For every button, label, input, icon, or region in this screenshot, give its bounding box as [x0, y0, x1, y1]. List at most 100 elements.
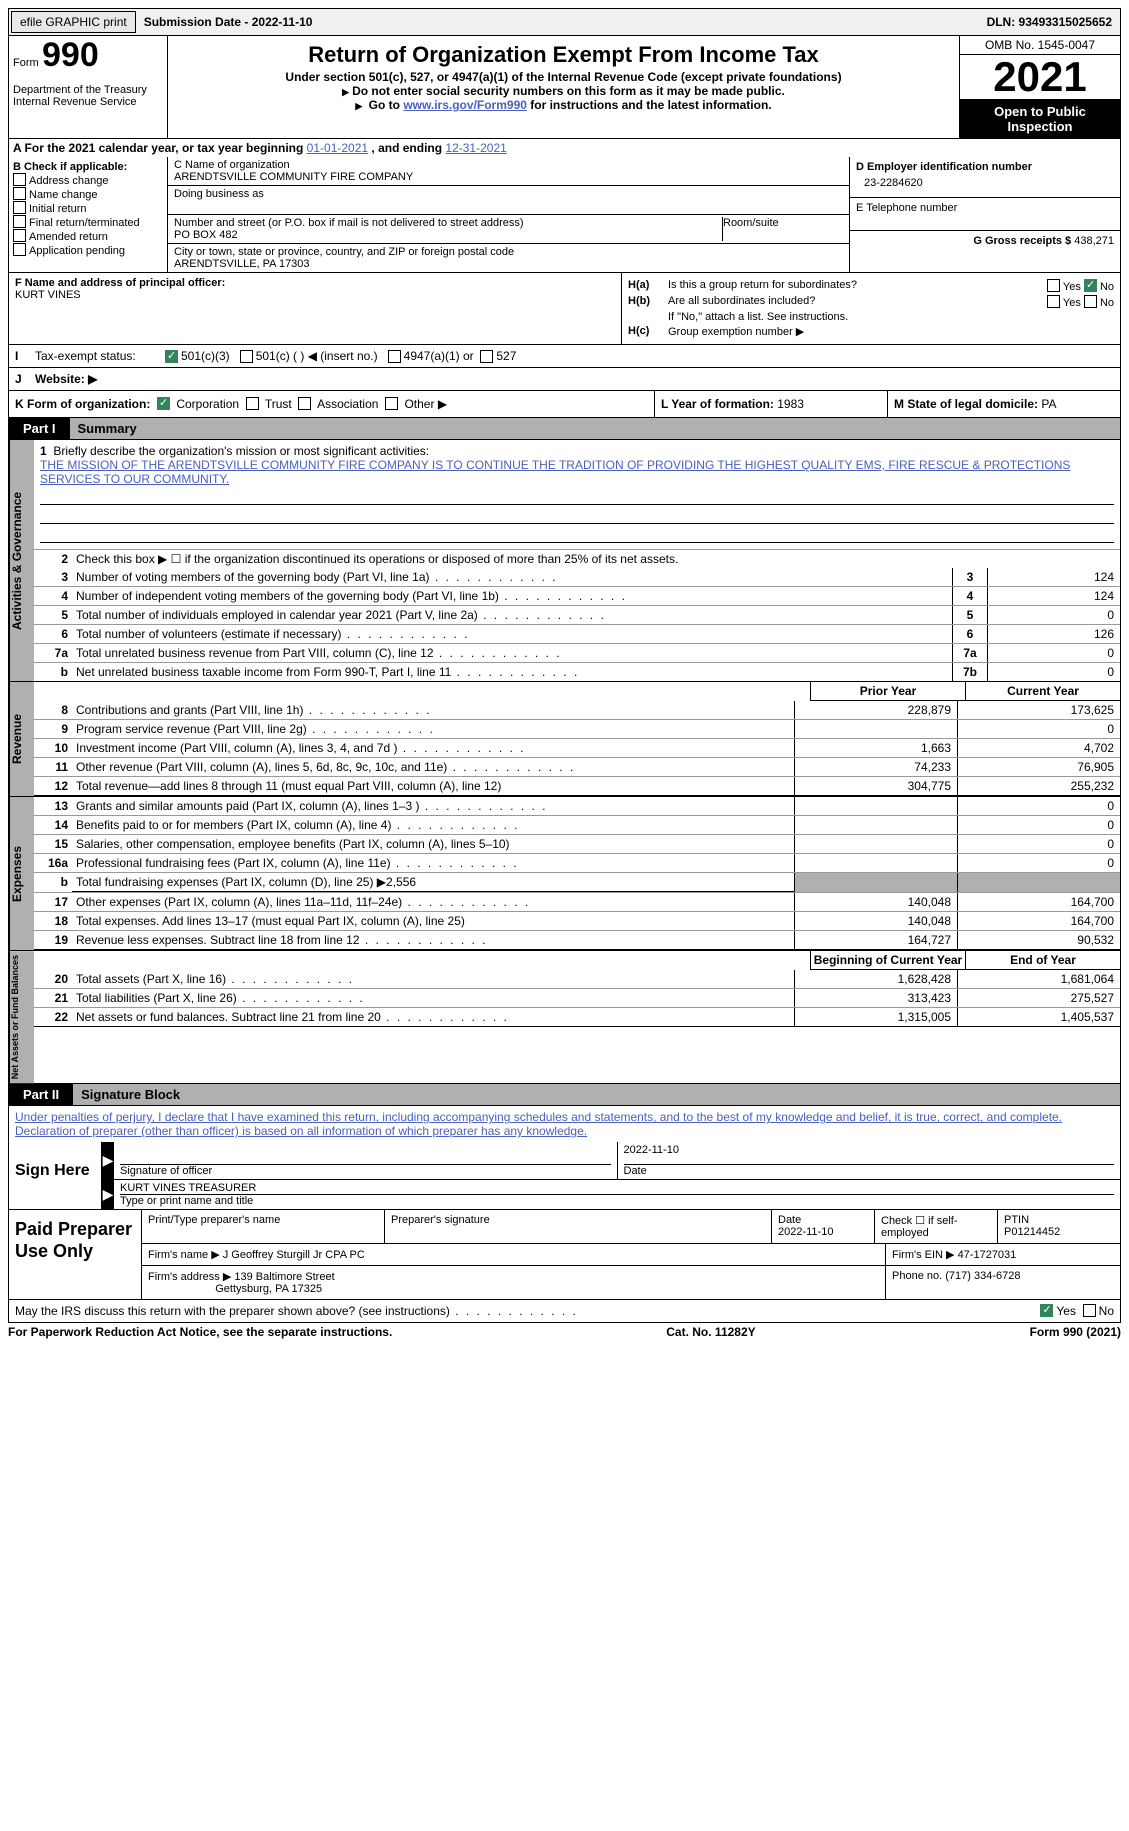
period-begin: 01-01-2021: [307, 141, 368, 155]
form-id-block: Form 990 Department of the Treasury Inte…: [9, 36, 168, 138]
name-change-checkbox[interactable]: [13, 187, 26, 200]
firm-city: Gettysburg, PA 17325: [215, 1283, 322, 1295]
line-4-value: 124: [987, 587, 1120, 605]
ha-text: Is this a group return for subordinates?: [668, 279, 1047, 293]
initial-return-checkbox[interactable]: [13, 201, 26, 214]
omb-block: OMB No. 1545-0047 2021 Open to Public In…: [959, 36, 1120, 138]
hc-label: H(c): [628, 325, 668, 338]
hb-label: H(b): [628, 295, 668, 309]
type-name-label: Type or print name and title: [120, 1195, 1114, 1207]
sig-officer-label: Signature of officer: [120, 1165, 611, 1177]
trust-checkbox[interactable]: [246, 397, 259, 410]
net-assets-tab: Net Assets or Fund Balances: [9, 951, 34, 1083]
officer-block: F Name and address of principal officer:…: [9, 273, 621, 344]
website-row: J Website: ▶: [8, 368, 1121, 391]
gross-value: 438,271: [1074, 235, 1114, 247]
501c-checkbox[interactable]: [240, 350, 253, 363]
submission-date: Submission Date - 2022-11-10: [138, 15, 319, 29]
4947-checkbox[interactable]: [388, 350, 401, 363]
mission-label: Briefly describe the organization's miss…: [53, 444, 429, 458]
paid-preparer-label: Paid Preparer Use Only: [9, 1210, 141, 1299]
discuss-no-checkbox[interactable]: [1083, 1304, 1096, 1317]
form-title: Return of Organization Exempt From Incom…: [176, 42, 951, 68]
city-label: City or town, state or province, country…: [174, 246, 843, 258]
expenses-section: Expenses 13Grants and similar amounts pa…: [8, 797, 1121, 951]
period-label: A For the 2021 calendar year, or tax yea…: [13, 141, 307, 155]
discuss-yes-checkbox[interactable]: [1040, 1304, 1053, 1317]
cat-number: Cat. No. 11282Y: [666, 1325, 755, 1339]
part-2-header: Part II Signature Block: [8, 1084, 1121, 1106]
other-checkbox[interactable]: [385, 397, 398, 410]
efile-button[interactable]: efile GRAPHIC print: [11, 11, 136, 33]
final-return-checkbox[interactable]: [13, 215, 26, 228]
period-mid: , and ending: [371, 141, 445, 155]
discuss-row: May the IRS discuss this return with the…: [8, 1300, 1121, 1323]
officer-name-title: KURT VINES TREASURER: [120, 1182, 1114, 1195]
open-public-label: Open to Public Inspection: [960, 100, 1120, 138]
discuss-label: May the IRS discuss this return with the…: [15, 1304, 578, 1318]
street-value: PO BOX 482: [174, 229, 716, 241]
501c3-checkbox[interactable]: [165, 350, 178, 363]
527-checkbox[interactable]: [480, 350, 493, 363]
form-number: 990: [42, 36, 99, 74]
line-7b-value: 0: [987, 663, 1120, 681]
self-employed-check: Check ☐ if self-employed: [875, 1210, 998, 1243]
address-change-checkbox[interactable]: [13, 173, 26, 186]
k-label: K Form of organization:: [15, 397, 150, 411]
activities-section: Activities & Governance 1 Briefly descri…: [8, 440, 1121, 682]
prior-year-header: Prior Year: [810, 682, 965, 701]
revenue-section: Revenue Prior Year Current Year 8Contrib…: [8, 682, 1121, 797]
print-name-label: Print/Type preparer's name: [142, 1210, 385, 1243]
paid-preparer-block: Paid Preparer Use Only Print/Type prepar…: [8, 1210, 1121, 1300]
preparer-sig-label: Preparer's signature: [385, 1210, 772, 1243]
org-name: ARENDTSVILLE COMMUNITY FIRE COMPANY: [174, 171, 843, 183]
ha-yes-checkbox[interactable]: [1047, 279, 1060, 292]
line-5-value: 0: [987, 606, 1120, 624]
instruction-ssn: Do not enter social security numbers on …: [176, 84, 951, 98]
part-2-label: Part II: [9, 1084, 73, 1105]
form-subtitle: Under section 501(c), 527, or 4947(a)(1)…: [176, 70, 951, 84]
form-label: Form: [13, 57, 39, 69]
hb-instr: If "No," attach a list. See instructions…: [668, 311, 1114, 323]
irs-link[interactable]: www.irs.gov/Form990: [403, 98, 527, 112]
instr-post: for instructions and the latest informat…: [527, 98, 772, 112]
sign-here-block: Sign Here ▶ Signature of officer 2022-11…: [8, 1142, 1121, 1210]
city-value: ARENDTSVILLE, PA 17303: [174, 258, 843, 270]
room-label: Room/suite: [717, 217, 843, 241]
revenue-tab: Revenue: [9, 682, 34, 796]
paid-date: 2022-11-10: [778, 1226, 833, 1238]
hb-yes-checkbox[interactable]: [1047, 295, 1060, 308]
org-name-label: C Name of organization: [174, 159, 843, 171]
paperwork-notice: For Paperwork Reduction Act Notice, see …: [8, 1325, 392, 1339]
officer-name: KURT VINES: [15, 289, 615, 301]
instr-pre: Go to: [369, 98, 404, 112]
phone-label: E Telephone number: [856, 202, 1114, 214]
firm-ein: 47-1727031: [958, 1249, 1017, 1261]
end-year-header: End of Year: [965, 951, 1120, 970]
year-formation: 1983: [777, 397, 804, 411]
amended-return-checkbox[interactable]: [13, 229, 26, 242]
group-return-block: H(a) Is this a group return for subordin…: [621, 273, 1120, 344]
current-year-header: Current Year: [965, 682, 1120, 701]
department-label: Department of the Treasury Internal Reve…: [13, 84, 163, 108]
period-end: 12-31-2021: [445, 141, 506, 155]
line-2-label: Check this box ▶ ☐ if the organization d…: [72, 550, 1120, 568]
line-3-value: 124: [987, 568, 1120, 586]
hb-no-checkbox[interactable]: [1084, 295, 1097, 308]
ha-no-checkbox[interactable]: [1084, 279, 1097, 292]
corp-checkbox[interactable]: [157, 397, 170, 410]
hb-text: Are all subordinates included?: [668, 295, 1047, 309]
sign-here-label: Sign Here: [9, 1142, 101, 1209]
ein-value: 23-2284620: [856, 173, 1114, 193]
sig-date: 2022-11-10: [624, 1144, 1115, 1165]
officer-group-block: F Name and address of principal officer:…: [8, 273, 1121, 345]
application-pending-checkbox[interactable]: [13, 243, 26, 256]
mission-text: THE MISSION OF THE ARENDTSVILLE COMMUNIT…: [40, 458, 1114, 486]
street-label: Number and street (or P.O. box if mail i…: [174, 217, 716, 229]
tax-exempt-row: I Tax-exempt status: 501(c)(3) 501(c) ( …: [8, 345, 1121, 368]
name-address-column: C Name of organization ARENDTSVILLE COMM…: [168, 157, 850, 272]
form-org-row: K Form of organization: Corporation Trus…: [8, 391, 1121, 418]
part-2-title: Signature Block: [73, 1084, 1120, 1105]
assoc-checkbox[interactable]: [298, 397, 311, 410]
form-footer-label: Form 990 (2021): [1030, 1325, 1121, 1339]
